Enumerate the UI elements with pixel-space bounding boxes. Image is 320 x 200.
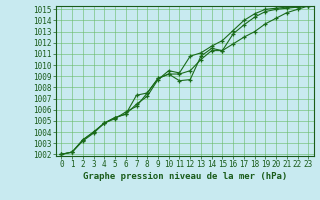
X-axis label: Graphe pression niveau de la mer (hPa): Graphe pression niveau de la mer (hPa) xyxy=(83,172,287,181)
